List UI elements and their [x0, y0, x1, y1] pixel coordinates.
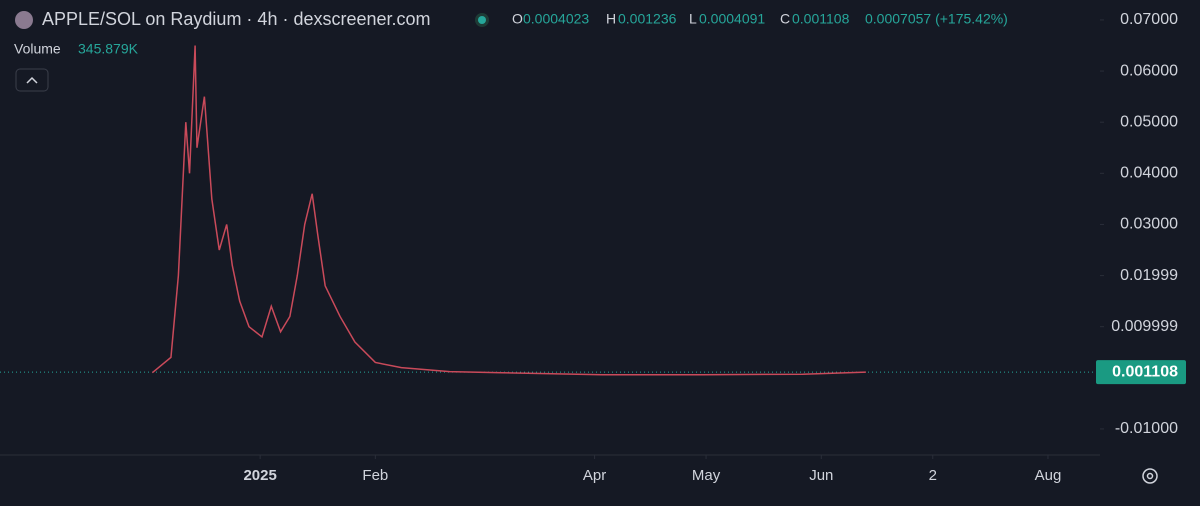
- x-tick-label: May: [692, 467, 721, 484]
- collapse-icon: [26, 76, 38, 84]
- x-tick-label: Feb: [362, 467, 388, 484]
- ohlc-label: C: [780, 11, 790, 27]
- ohlc-value: 0.0004091: [699, 11, 765, 27]
- last-price-box: [1096, 360, 1186, 385]
- ohlc-value: 0.001108: [792, 11, 850, 27]
- ohlc-value: 0.0004023: [523, 11, 589, 27]
- token-icon: [15, 11, 33, 29]
- y-tick-label: 0.04000: [1120, 165, 1178, 182]
- volume-label: Volume: [14, 41, 61, 57]
- volume-value: 345.879K: [78, 41, 139, 57]
- ohlc-label: O: [512, 11, 523, 27]
- ohlc-label: H: [606, 11, 616, 27]
- y-tick-label: 0.01999: [1120, 267, 1178, 284]
- collapse-button[interactable]: [15, 68, 49, 92]
- status-dot: [478, 16, 486, 24]
- chart-title: APPLE/SOL on Raydium · 4h · dexscreener.…: [42, 9, 431, 29]
- y-tick-label: -0.01000: [1115, 420, 1178, 437]
- settings-icon: [1146, 472, 1154, 480]
- y-tick-label: 0.009999: [1111, 318, 1178, 335]
- ohlc-change: 0.0007057 (+175.42%): [865, 11, 1008, 27]
- settings-button[interactable]: [1142, 468, 1158, 484]
- x-tick-label: Jun: [809, 467, 833, 484]
- x-tick-label: Aug: [1035, 467, 1062, 484]
- x-tick-label: 2: [929, 467, 937, 484]
- last-price-label: 0.001108: [1112, 363, 1178, 380]
- ohlc-value: 0.001236: [618, 11, 677, 27]
- y-tick-label: 0.05000: [1120, 113, 1178, 130]
- y-tick-label: 0.06000: [1120, 62, 1178, 79]
- y-tick-label: 0.07000: [1120, 11, 1178, 28]
- y-tick-label: 0.03000: [1120, 216, 1178, 233]
- x-tick-label: 2025: [243, 467, 276, 484]
- ohlc-label: L: [689, 11, 697, 27]
- x-tick-label: Apr: [583, 467, 606, 484]
- price-line: [151, 45, 866, 376]
